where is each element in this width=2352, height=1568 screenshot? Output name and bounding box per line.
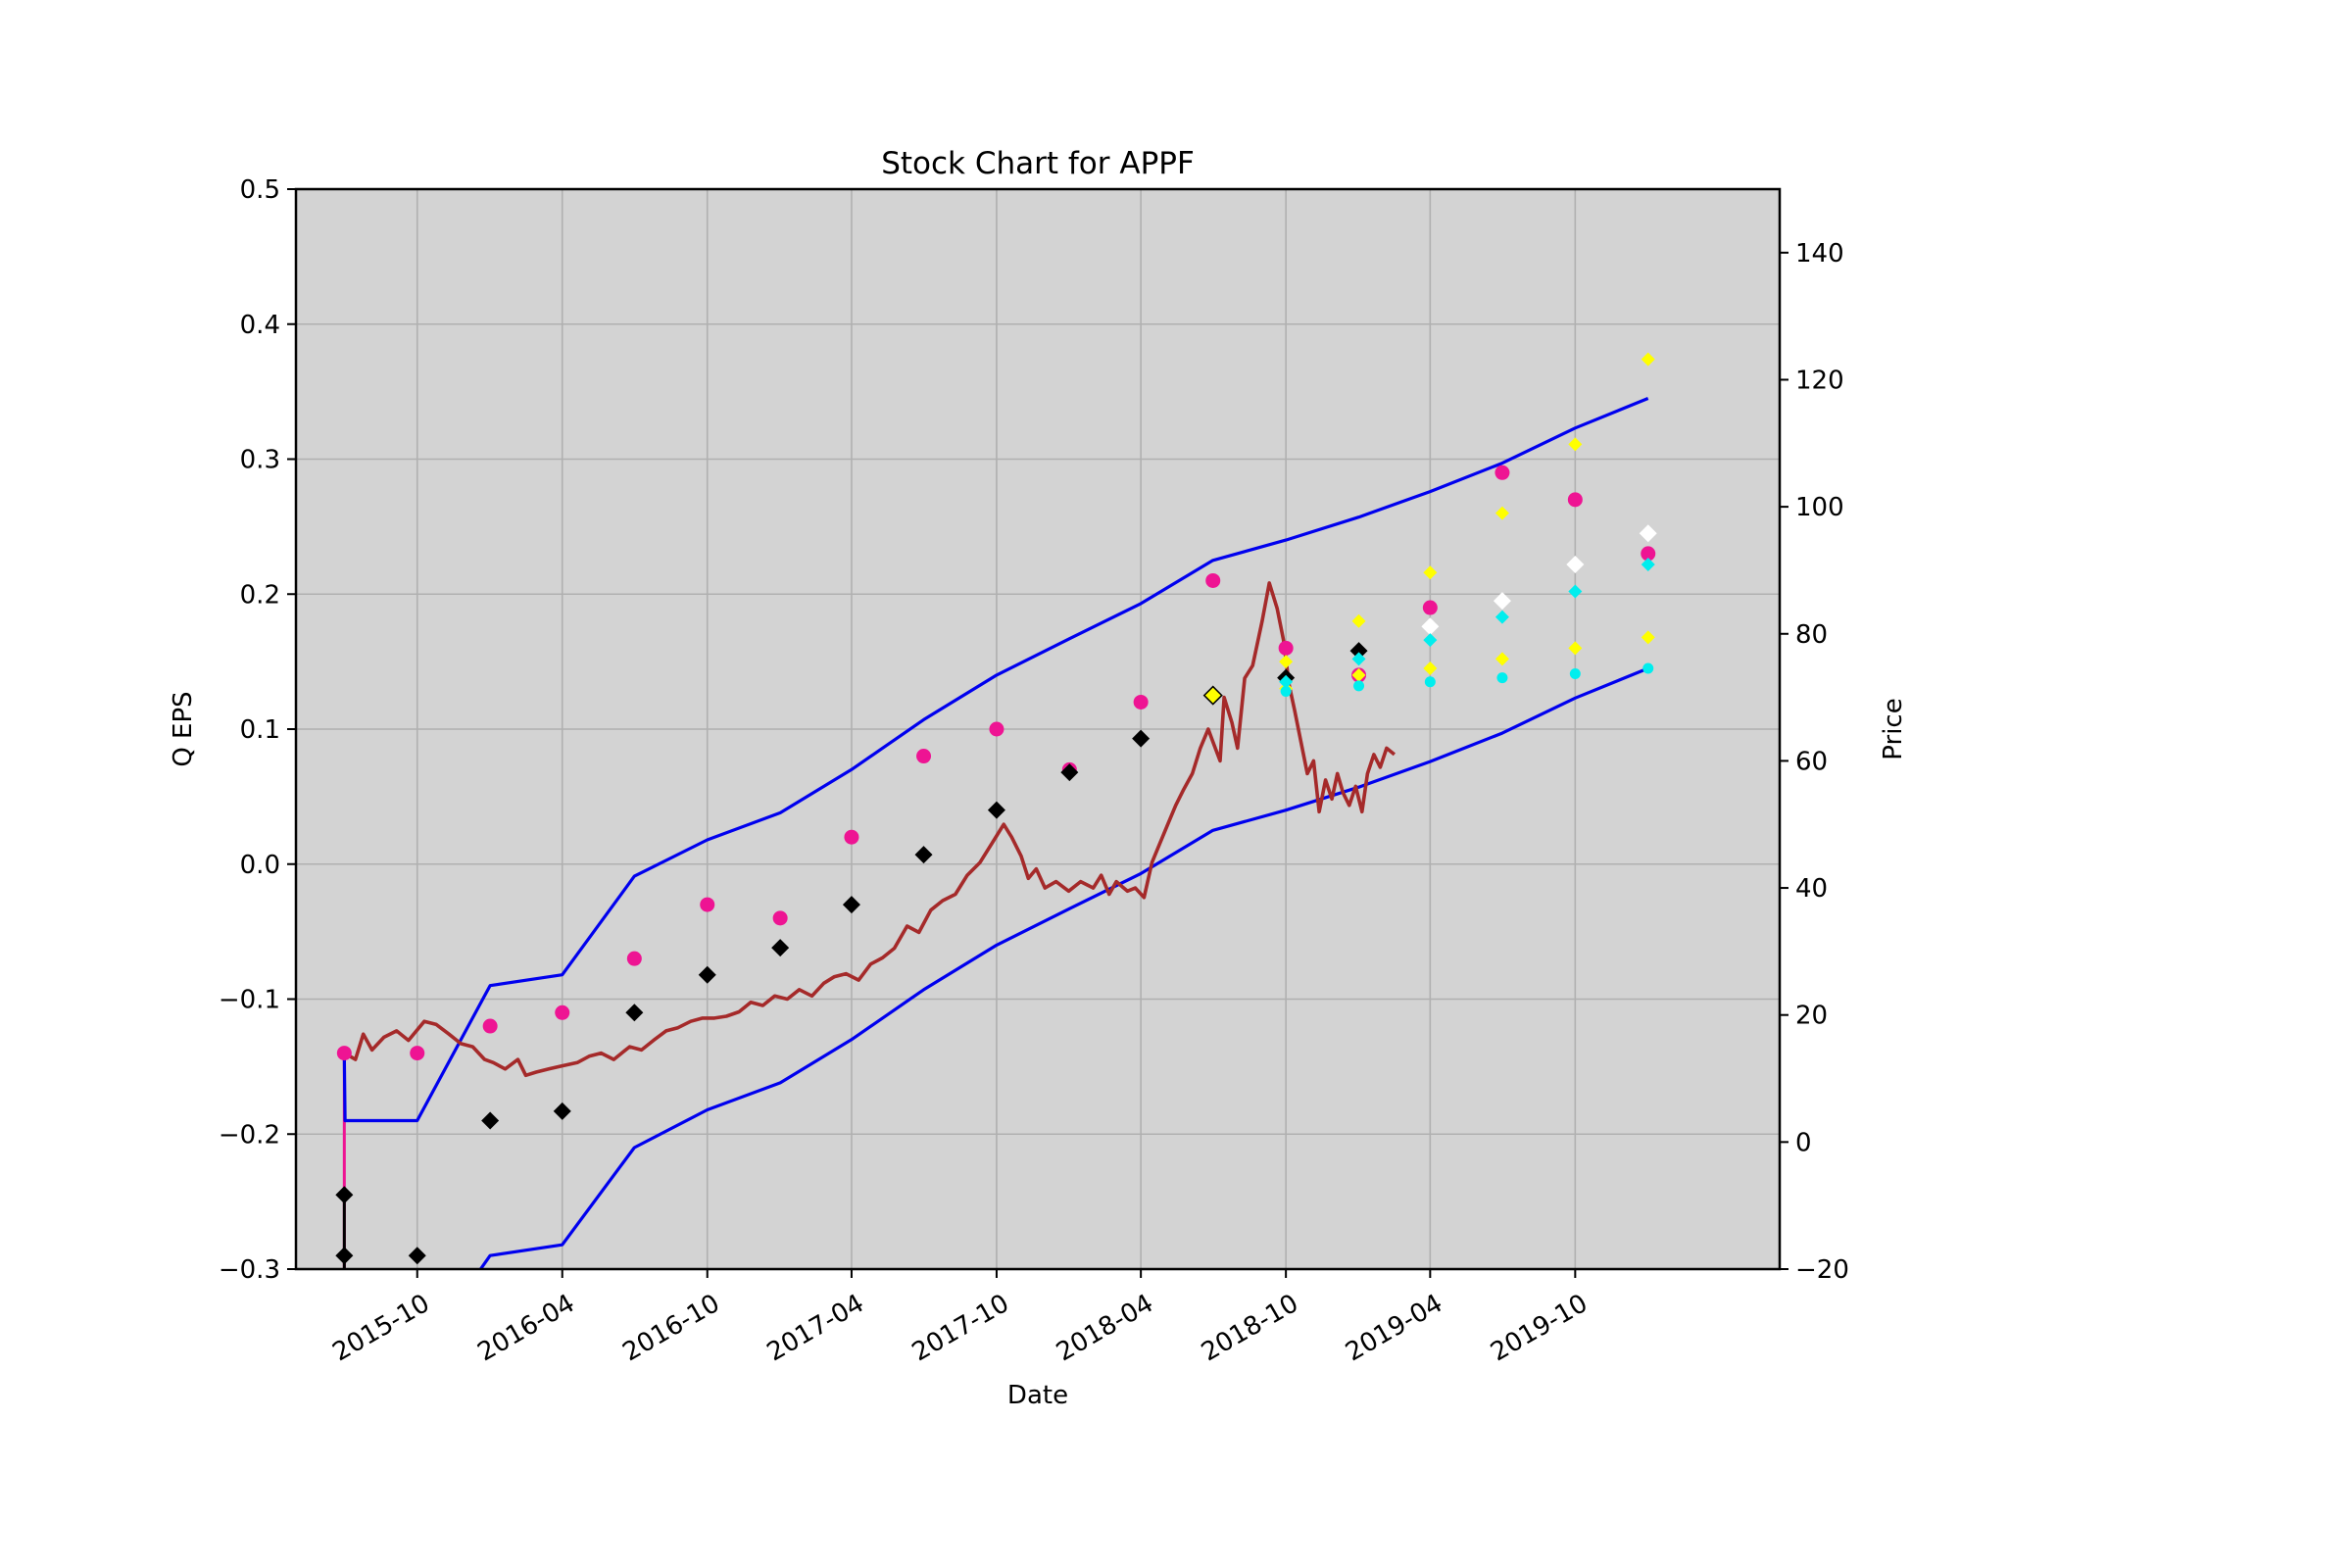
grid	[296, 188, 1780, 1270]
point-black-diamonds	[987, 801, 1005, 819]
x-axis-label: Date	[1007, 1381, 1068, 1410]
point-cyan-lower	[1424, 676, 1436, 688]
point-magenta-dots	[1278, 640, 1294, 656]
point-magenta-dots	[1205, 572, 1221, 588]
point-cyan-lower	[1569, 668, 1581, 680]
point-cyan-lower	[1353, 680, 1365, 692]
y-tick-label: −0.3	[219, 1255, 280, 1285]
point-cyan-upper	[1641, 557, 1655, 571]
point-magenta-dots	[482, 1018, 498, 1034]
point-black-diamonds	[625, 1004, 644, 1022]
y-tick-label: 0.5	[240, 175, 280, 205]
point-black-diamonds	[481, 1111, 500, 1130]
point-black-diamonds	[1349, 642, 1368, 661]
point-cyan-lower	[1496, 672, 1508, 684]
point-cyan-lower	[1642, 662, 1654, 674]
point-black-diamonds	[771, 939, 790, 957]
point-yellow-high-estimate	[1568, 437, 1583, 452]
point-magenta-dots	[1567, 492, 1583, 508]
point-yellow-low-estimate	[1423, 662, 1438, 676]
y-tick-label: −0.2	[219, 1120, 280, 1150]
point-yellow-diamond-outlined	[1202, 685, 1223, 706]
chart-title: Stock Chart for APPF	[881, 146, 1195, 181]
point-black-diamonds	[335, 1247, 354, 1265]
y2-tick-label: 60	[1795, 747, 1828, 776]
point-yellow-low-estimate	[1568, 641, 1583, 656]
y-tick-label: 0.1	[240, 715, 280, 745]
point-yellow-low-estimate	[1351, 667, 1366, 682]
y-tick-label: 0.2	[240, 580, 280, 610]
point-yellow-high-estimate	[1494, 506, 1509, 520]
series-eps-lower-band	[479, 666, 1649, 1269]
y2-tick-label: 20	[1795, 1002, 1828, 1031]
point-magenta-dots	[700, 897, 715, 912]
y2-tick-label: 140	[1795, 239, 1844, 269]
point-magenta-dots	[989, 721, 1004, 737]
point-magenta-dots	[1133, 694, 1149, 710]
point-magenta-dots	[772, 910, 788, 926]
y2-tick-label: 100	[1795, 493, 1844, 522]
point-yellow-low-estimate	[1494, 652, 1509, 666]
point-white-diamonds	[1639, 524, 1657, 543]
point-yellow-low-estimate	[1641, 630, 1655, 645]
y-axis-label: Q EPS	[169, 691, 198, 766]
y-tick-label: 0.3	[240, 446, 280, 475]
point-magenta-dots	[626, 951, 642, 966]
point-magenta-dots	[1422, 600, 1438, 615]
series-layer	[335, 352, 1657, 1269]
point-black-diamonds	[842, 896, 860, 914]
point-cyan-upper	[1568, 584, 1583, 599]
y2-tick-label: 0	[1795, 1128, 1812, 1157]
y-tick-label: −0.1	[219, 986, 280, 1015]
y2-tick-label: 120	[1795, 366, 1844, 395]
point-magenta-dots	[555, 1004, 570, 1020]
point-yellow-high-estimate	[1641, 352, 1655, 367]
point-yellow-high-estimate	[1279, 655, 1294, 669]
y2-tick-label: 40	[1795, 874, 1828, 904]
y-tick-label: 0.4	[240, 311, 280, 340]
y2-tick-label: −20	[1795, 1255, 1849, 1285]
point-white-diamonds	[1566, 555, 1585, 573]
point-black-diamonds	[408, 1247, 426, 1265]
point-cyan-upper	[1351, 652, 1366, 666]
point-cyan-lower	[1280, 685, 1292, 697]
point-cyan-upper	[1279, 674, 1294, 689]
point-magenta-dots	[844, 829, 859, 845]
point-black-diamonds	[914, 846, 933, 864]
point-magenta-dots	[410, 1046, 425, 1061]
point-white-diamonds	[1421, 617, 1440, 636]
point-black-diamonds	[553, 1102, 571, 1120]
point-magenta-dots	[336, 1046, 352, 1061]
y2-tick-label: 80	[1795, 620, 1828, 650]
point-yellow-high-estimate	[1423, 565, 1438, 580]
point-yellow-high-estimate	[1351, 613, 1366, 628]
point-magenta-dots	[916, 749, 932, 764]
point-black-diamonds	[335, 1186, 354, 1204]
point-black-diamonds	[1060, 763, 1079, 782]
y-tick-label: 0.0	[240, 851, 280, 880]
point-black-diamonds	[1132, 729, 1151, 748]
point-magenta-dots	[1641, 546, 1656, 562]
point-white-diamonds	[1493, 592, 1511, 611]
point-cyan-upper	[1423, 633, 1438, 648]
point-black-diamonds	[698, 965, 716, 984]
point-cyan-upper	[1494, 610, 1509, 624]
series-eps-upper-band	[342, 397, 1649, 1123]
y2-axis-label: Price	[1879, 698, 1908, 760]
point-magenta-dots	[1494, 465, 1510, 480]
